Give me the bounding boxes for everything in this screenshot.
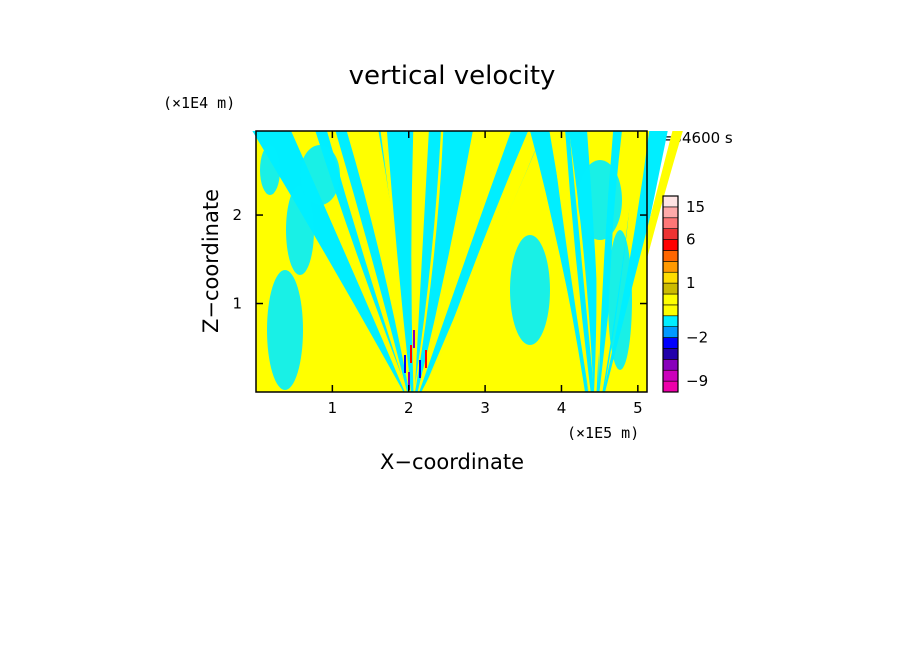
x-tick-label: 1 [328, 399, 338, 417]
y-axis-label: Z−coordinate [199, 189, 223, 333]
colorbar-swatch [662, 239, 679, 251]
plot-frame [255, 130, 648, 393]
x-tick-label: 2 [404, 399, 414, 417]
y-tick-label: 1 [232, 295, 242, 313]
colorbar-swatch [662, 304, 679, 317]
colorbar-frame [662, 195, 679, 393]
colorbar-swatch [662, 369, 679, 382]
y-axis: 12 [232, 206, 647, 313]
velocity-core [410, 345, 412, 363]
field-stripe [346, 131, 417, 392]
velocity-cores [404, 330, 427, 390]
velocity-core [404, 355, 406, 373]
y-tick-label: 2 [232, 206, 242, 224]
chart-title: vertical velocity [349, 61, 556, 91]
x-tick-label: 3 [480, 399, 490, 417]
field-blob [300, 145, 340, 205]
colorbar-swatch [662, 326, 679, 338]
x-axis-label: X−coordinate [380, 450, 524, 474]
field-blob [260, 145, 280, 195]
field-blob [578, 160, 622, 240]
velocity-core [413, 330, 415, 348]
field-stripe [419, 131, 529, 392]
field-stripe [568, 131, 602, 392]
x-tick-label: 5 [633, 399, 643, 417]
velocity-core [419, 360, 421, 378]
colorbar-swatch [662, 293, 679, 306]
field-blob [286, 185, 314, 275]
colorbar-swatch [662, 359, 679, 371]
colorbar-label: −2 [686, 329, 708, 347]
colorbar-swatch [662, 337, 679, 349]
x-tick-label: 4 [557, 399, 567, 417]
field-blob [510, 235, 550, 345]
field-blob [267, 270, 303, 390]
field-stripe [421, 131, 574, 392]
colorbar-swatch [662, 217, 679, 229]
velocity-core [408, 372, 410, 390]
velocity-field [252, 131, 683, 392]
colorbar-label: 6 [686, 231, 696, 249]
colorbar-label: −9 [686, 372, 708, 390]
colorbar-swatch [662, 261, 679, 273]
colorbar-swatch [662, 271, 679, 284]
plot-area [252, 130, 683, 393]
y-multiplier-label: (×1E4 m) [163, 94, 235, 112]
colorbar-label: 15 [686, 198, 705, 216]
x-multiplier-label: (×1E5 m) [567, 424, 639, 442]
colorbar-label: 1 [686, 274, 696, 292]
colorbar-swatch [662, 315, 679, 327]
colorbar-swatch [662, 282, 679, 295]
colorbar-swatch [662, 206, 679, 219]
colorbar-swatch [662, 380, 679, 393]
velocity-core [425, 350, 427, 368]
x-axis: 1 2 3 4 5 [328, 131, 643, 417]
colorbar-swatch [662, 250, 679, 262]
colorbar-swatch [662, 348, 679, 360]
field-blob [608, 230, 632, 370]
colorbar: −9 −2 1 6 15 [662, 195, 708, 393]
colorbar-swatch [662, 195, 679, 208]
colorbar-swatch [662, 228, 679, 240]
